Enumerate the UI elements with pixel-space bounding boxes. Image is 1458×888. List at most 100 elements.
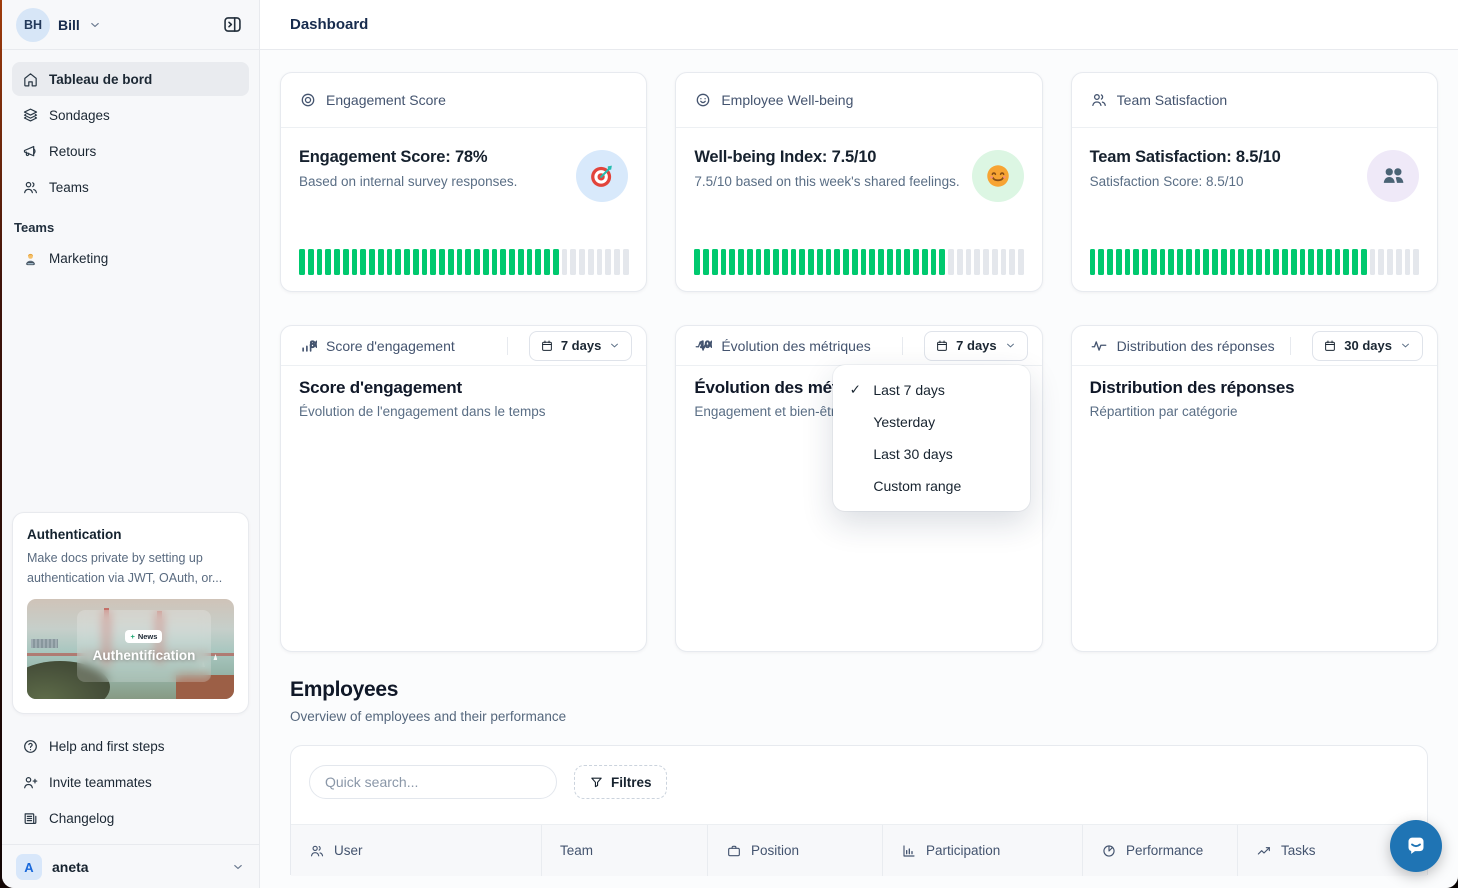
progress-segment: [1264, 249, 1271, 275]
progress-segment: [904, 249, 911, 275]
date-range-label: 7 days: [560, 338, 602, 353]
progress-segment: [1299, 249, 1306, 275]
sidebar-item-help-and-first-steps[interactable]: Help and first steps: [12, 728, 249, 764]
users-icon: [309, 843, 325, 859]
sidebar-header: BH Bill: [2, 0, 259, 50]
progress-segment: [703, 249, 709, 275]
stat-card-engagement-score: Engagement Score Engagement Score: 78% B…: [280, 72, 648, 292]
progress-segment: [956, 249, 963, 275]
column-header-team[interactable]: Team: [541, 825, 707, 876]
progress-segment: [790, 249, 797, 275]
user-name[interactable]: Bill: [58, 16, 80, 33]
column-header-user[interactable]: User: [291, 825, 541, 876]
sidebar-item-retours[interactable]: Retours: [12, 134, 249, 168]
menu-item-last-30-days[interactable]: Last 30 days: [833, 438, 1030, 470]
progress-segment: [878, 249, 884, 275]
progress-segment: [1395, 249, 1402, 275]
sidebar-item-tableau-de-bord[interactable]: Tableau de bord: [12, 62, 249, 96]
sidebar-item-sondages[interactable]: Sondages: [12, 98, 249, 132]
progress-segment: [404, 249, 410, 275]
sidebar-team-marketing[interactable]: Marketing: [12, 241, 249, 275]
column-header-position[interactable]: Position: [707, 825, 882, 876]
chart-cards-row: 020406080JanFévMarAvrMaiJuin Score d'eng…: [280, 325, 1438, 652]
date-range-button[interactable]: 30 days: [1312, 330, 1423, 361]
column-header-participation[interactable]: Participation: [882, 825, 1082, 876]
column-label: User: [334, 843, 363, 858]
promo-image[interactable]: + News Authentification: [27, 599, 234, 699]
progress-segment: [299, 249, 305, 275]
progress-segment: [1290, 249, 1297, 275]
badge-dot: +: [130, 631, 135, 641]
progress-segment: [1387, 249, 1393, 275]
progress-segment: [587, 249, 594, 275]
chart-card-score-d-engagement: 020406080JanFévMarAvrMaiJuin Score d'eng…: [280, 325, 648, 652]
teams-list: Marketing: [12, 241, 249, 275]
filters-button[interactable]: Filtres: [574, 765, 667, 799]
stat-subtitle: Based on internal survey responses.: [299, 174, 518, 189]
progress-segment: [1343, 249, 1350, 275]
progress-segment: [1098, 249, 1105, 275]
stat-subtitle: 7.5/10 based on this week's shared feeli…: [694, 174, 960, 189]
progress-segment: [552, 249, 559, 275]
progress-segment: [965, 249, 972, 275]
sidebar-item-label: Tableau de bord: [49, 71, 153, 87]
sidebar-footer-nav: Help and first steps Invite teammates Chan…: [12, 728, 249, 836]
progress-segment: [939, 249, 946, 275]
column-header-performance[interactable]: Performance: [1082, 825, 1237, 876]
filter-funnel-icon: [589, 775, 604, 790]
progress-segment: [474, 249, 480, 275]
date-range-dropdown-menu: ✓ Last 7 days Yesterday Last 30 days Custom …: [833, 365, 1031, 511]
progress-segment: [316, 249, 323, 275]
chart-subtitle: Engagement et bien-être: [694, 404, 843, 419]
card-body: Score d'engagement Évolution de l'engage…: [281, 366, 646, 617]
news-icon: [22, 810, 39, 827]
column-header-tasks[interactable]: Tasks: [1237, 825, 1427, 876]
sidebar-item-changelog[interactable]: Changelog: [12, 800, 249, 836]
date-range-button[interactable]: 7 days: [528, 330, 633, 361]
employees-title: Employees: [290, 678, 399, 701]
menu-item-last-7-days[interactable]: ✓ Last 7 days: [833, 374, 1030, 406]
card-header: Employee Well-being: [676, 73, 1042, 128]
baraxis-icon: [901, 843, 917, 859]
progress-segment: [325, 249, 331, 275]
column-label: Team: [560, 843, 594, 858]
main-area: Dashboard Engagement Score Engagement Sc…: [260, 0, 1458, 888]
workspace-name: aneta: [52, 859, 89, 875]
sidebar-item-invite-teammates[interactable]: Invite teammates: [12, 764, 249, 800]
progress-segment: [509, 249, 515, 275]
progress-segment: [851, 249, 858, 275]
progress-segment: [694, 249, 701, 275]
progress-segment: [334, 249, 340, 275]
progress-segment: [482, 249, 489, 275]
column-label: Performance: [1126, 843, 1204, 858]
menu-item-custom-range[interactable]: Custom range: [833, 470, 1030, 502]
progress-segment: [983, 249, 989, 275]
quick-search-input[interactable]: [309, 765, 557, 799]
promo-card[interactable]: Authentication Make docs private by sett…: [12, 512, 249, 714]
megaphone-icon: [22, 143, 39, 160]
smile-emoji-icon: [971, 150, 1024, 202]
divider: [506, 336, 508, 355]
menu-item-yesterday[interactable]: Yesterday: [833, 406, 1030, 438]
progress-segment: [1220, 249, 1227, 275]
sidebar-item-teams[interactable]: Teams: [12, 170, 249, 204]
date-range-button[interactable]: 7 days: [924, 330, 1028, 361]
workspace-switcher[interactable]: A aneta: [2, 844, 259, 888]
chevron-down-icon[interactable]: [88, 18, 102, 32]
home-icon: [22, 71, 39, 88]
progress-segment: [1334, 249, 1341, 275]
progress-segment: [834, 249, 841, 275]
sidebar-collapse-button[interactable]: [217, 10, 247, 40]
users-icon: [22, 179, 39, 196]
progress-segment: [1282, 249, 1288, 275]
sidebar-item-label: Invite teammates: [49, 774, 152, 790]
user-avatar[interactable]: BH: [16, 7, 50, 42]
progress-segment: [843, 249, 849, 275]
stat-subtitle: Satisfaction Score: 8.5/10: [1089, 174, 1244, 189]
progress-segment: [1107, 249, 1113, 275]
card-header-label: Distribution des réponses: [1116, 337, 1275, 354]
progress-segment: [1203, 249, 1210, 275]
chat-launcher-button[interactable]: [1390, 820, 1442, 872]
progress-segment: [307, 249, 314, 275]
card-header: 0255075100JanFebMarAprMayJun Évolution d…: [676, 326, 1042, 366]
